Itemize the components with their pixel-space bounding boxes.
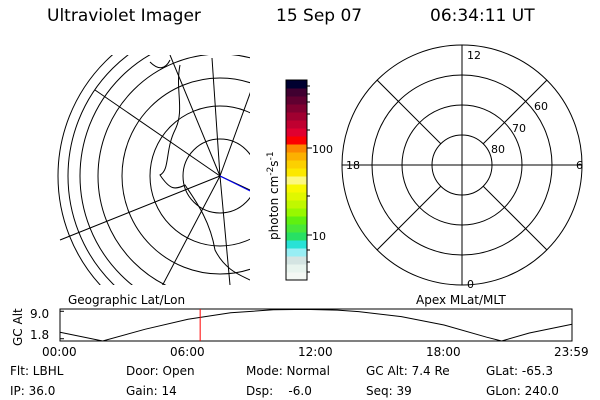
colorbar-tick-100: 100 [312, 143, 333, 156]
xtick-4: 23:59 [554, 345, 589, 359]
latitude-circle [97, 55, 250, 285]
colorbar-swatch [286, 248, 307, 257]
apex-polar-map [341, 44, 583, 286]
longitude-line [94, 89, 221, 177]
colorbar-label-sup1: -2 [266, 167, 276, 176]
altitude-plot [59, 308, 573, 342]
colorbar-swatch [286, 256, 307, 265]
longitude-line [162, 175, 221, 285]
right-map-label: Apex MLat/MLT [416, 293, 506, 307]
colorbar-label-main: photon cm [267, 176, 281, 240]
ytick-1.8: 1.8 [30, 328, 49, 342]
longitude-line [219, 92, 250, 177]
colorbar-swatch [286, 224, 307, 233]
colorbar-label: photon cm-2s-1 [266, 151, 281, 240]
colorbar-swatch [286, 136, 307, 145]
status-door: Door: Open [126, 364, 195, 378]
status-seq: Seq: 39 [366, 384, 412, 398]
colorbar-swatch [286, 152, 307, 161]
colorbar-label-mid: s [267, 160, 281, 166]
xtick-0: 00:00 [42, 345, 77, 359]
xtick-1: 06:00 [170, 345, 205, 359]
lat-label-60: 60 [534, 100, 548, 113]
mlt-label-6: 6 [576, 159, 583, 172]
status-glon: GLon: 240.0 [486, 384, 559, 398]
lat-label-70: 70 [512, 122, 526, 135]
colorbar-tick-10: 10 [312, 230, 326, 243]
colorbar-swatch [286, 216, 307, 225]
colorbar-swatch [286, 160, 307, 169]
longitude-line [211, 57, 221, 177]
colorbar-swatch [286, 200, 307, 209]
latitude-circle [182, 138, 250, 214]
status-filter: Flt: LBHL [10, 364, 64, 378]
colorbar-swatch [286, 120, 307, 129]
ytick-9: 9.0 [30, 307, 49, 321]
geographic-map [57, 55, 250, 285]
colorbar-swatch [286, 264, 307, 273]
colorbar-label-sup2: -1 [266, 151, 276, 160]
status-mode: Mode: Normal [246, 364, 330, 378]
mlt-diagonal [376, 79, 442, 145]
longitude-line [219, 175, 231, 285]
time-label: 06:34:11 UT [430, 6, 535, 26]
status-gc-alt: GC Alt: 7.4 Re [366, 364, 450, 378]
colorbar-swatch [286, 184, 307, 193]
latitude-circle [67, 55, 129, 285]
colorbar-frame [285, 79, 308, 281]
status-dsp: Dsp: -6.0 [246, 384, 312, 398]
longitude-line [169, 55, 221, 177]
colorbar-swatch [286, 128, 307, 137]
colorbar-swatch [286, 176, 307, 185]
xtick-3: 18:00 [426, 345, 461, 359]
left-map-label: Geographic Lat/Lon [68, 293, 185, 307]
mlt-diagonal [376, 185, 442, 251]
instrument-title: Ultraviolet Imager [47, 6, 201, 26]
status-gain: Gain: 14 [126, 384, 177, 398]
colorbar-swatch [286, 144, 307, 153]
latitude-circle [57, 55, 114, 285]
colorbar [285, 79, 312, 281]
lat-label-80: 80 [491, 143, 505, 156]
mlt-diagonal [482, 79, 548, 145]
status-glat: GLat: -65.3 [486, 364, 553, 378]
colorbar-swatch [286, 208, 307, 217]
mlt-label-18: 18 [346, 159, 360, 172]
colorbar-swatch [286, 240, 307, 249]
colorbar-swatch [286, 80, 307, 89]
date-label: 15 Sep 07 [276, 6, 363, 26]
latitude-circle [121, 77, 250, 275]
coastline [159, 64, 250, 281]
colorbar-swatch [286, 272, 307, 281]
altitude-curve [59, 308, 573, 342]
latitude-circle [149, 105, 250, 247]
coastline-island [149, 59, 171, 69]
status-ip: IP: 36.0 [10, 384, 56, 398]
colorbar-swatch [286, 192, 307, 201]
longitude-line [59, 175, 221, 241]
mlt-diagonal [482, 185, 548, 251]
colorbar-swatch [286, 232, 307, 241]
colorbar-swatch [286, 168, 307, 177]
xtick-2: 12:00 [298, 345, 333, 359]
y-axis-label: GC Alt [11, 308, 25, 346]
mlt-label-12: 12 [467, 49, 481, 62]
mlt-label-0: 0 [467, 278, 474, 291]
altitude-frame [59, 308, 573, 342]
latitude-circle [79, 55, 151, 285]
colorbar-swatch [286, 112, 307, 121]
look-direction-line [219, 175, 250, 192]
colorbar-swatch [286, 104, 307, 113]
colorbar-swatch [286, 96, 307, 105]
colorbar-swatch [286, 88, 307, 97]
